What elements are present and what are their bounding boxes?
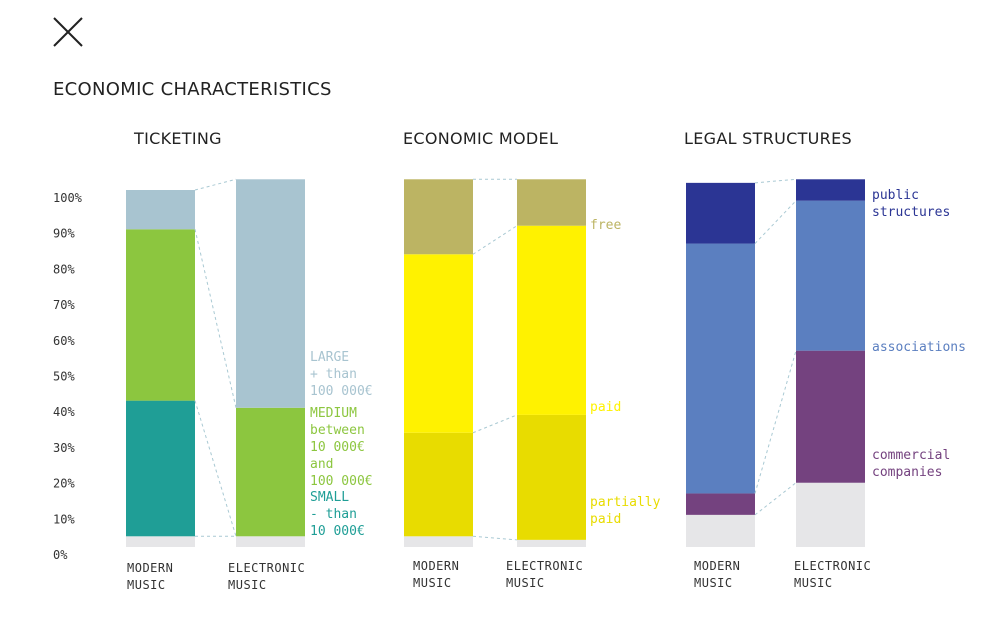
bar-segment-public xyxy=(686,182,755,244)
bar-segment-paid xyxy=(404,254,473,433)
bar-segment-medium xyxy=(236,407,305,537)
series-label-partially_paid: partially xyxy=(590,495,661,510)
category-label: MODERN xyxy=(413,559,459,573)
category-label: ELECTRONIC xyxy=(506,559,583,573)
series-label-large: LARGE xyxy=(310,350,349,365)
series-label-paid: paid xyxy=(590,400,621,415)
connector-line xyxy=(754,350,797,494)
bar-segment-large xyxy=(126,190,195,230)
y-tick-label: 60% xyxy=(53,334,75,348)
chart-title-ticketing: TICKETING xyxy=(134,129,222,148)
y-tick-label: 10% xyxy=(53,512,75,526)
y-tick-label: 40% xyxy=(53,405,75,419)
bar-segment-paid xyxy=(517,225,586,415)
y-tick-label: 50% xyxy=(53,370,75,384)
bar-segment-medium xyxy=(126,229,195,401)
series-label-small: - than xyxy=(310,507,357,522)
y-tick-label: 90% xyxy=(53,227,75,241)
series-label-associations: associations xyxy=(872,340,966,355)
series-label-large: + than xyxy=(310,367,357,382)
series-label-public: public xyxy=(872,188,919,203)
series-label-public: structures xyxy=(872,205,950,220)
bar-segment-residual xyxy=(404,536,473,547)
connector-line xyxy=(754,178,797,184)
category-label: MODERN xyxy=(127,561,173,575)
bar-segment-public xyxy=(796,179,865,201)
y-tick-label: 20% xyxy=(53,477,75,491)
series-label-medium: MEDIUM xyxy=(310,406,357,421)
bar-segment-large xyxy=(236,179,305,408)
bar-segment-residual xyxy=(796,482,865,547)
connector-line xyxy=(194,229,237,408)
series-label-commercial: companies xyxy=(872,465,942,480)
category-label: ELECTRONIC xyxy=(794,559,871,573)
chart-title-legal-structures: LEGAL STRUCTURES xyxy=(684,129,852,148)
series-label-medium: between xyxy=(310,423,365,438)
bar-segment-free xyxy=(404,179,473,255)
bar-segment-associations xyxy=(796,200,865,351)
series-label-medium: 10 000€ xyxy=(310,440,365,455)
connector-line xyxy=(472,414,518,434)
connector-line xyxy=(472,225,518,255)
connector-line xyxy=(754,482,797,516)
bar-segment-associations xyxy=(686,243,755,494)
category-label: MUSIC xyxy=(228,578,267,592)
bar-segment-residual xyxy=(686,514,755,547)
close-icon[interactable] xyxy=(50,14,86,50)
connector-line xyxy=(472,535,518,541)
bar-segment-partially_paid xyxy=(517,414,586,540)
bar-segment-commercial xyxy=(686,493,755,515)
bar-segment-residual xyxy=(236,536,305,547)
series-label-medium: 100 000€ xyxy=(310,474,373,489)
y-tick-label: 0% xyxy=(53,548,68,562)
series-label-free: free xyxy=(590,218,621,233)
bar-segment-commercial xyxy=(796,350,865,483)
connector-line xyxy=(194,178,237,191)
y-tick-label: 70% xyxy=(53,298,75,312)
bar-segment-partially_paid xyxy=(404,432,473,537)
bar-segment-residual xyxy=(517,539,586,547)
category-label: MUSIC xyxy=(506,576,545,590)
series-label-commercial: commercial xyxy=(872,448,950,463)
bar-segment-free xyxy=(517,179,586,226)
page-title: ECONOMIC CHARACTERISTICS xyxy=(53,79,332,100)
chart-title-economic-model: ECONOMIC MODEL xyxy=(403,129,559,148)
series-label-small: SMALL xyxy=(310,490,349,505)
series-label-partially_paid: paid xyxy=(590,512,621,527)
category-label: MUSIC xyxy=(794,576,833,590)
category-label: MODERN xyxy=(694,559,740,573)
series-label-small: 10 000€ xyxy=(310,524,365,539)
y-tick-label: 80% xyxy=(53,262,75,276)
category-label: MUSIC xyxy=(413,576,452,590)
category-label: MUSIC xyxy=(694,576,733,590)
series-label-large: 100 000€ xyxy=(310,384,373,399)
bar-segment-residual xyxy=(126,536,195,547)
bar-segment-small xyxy=(126,400,195,537)
series-label-medium: and xyxy=(310,457,333,472)
y-tick-label: 100% xyxy=(53,191,83,205)
connector-line xyxy=(194,400,237,537)
connector-line xyxy=(754,200,797,244)
category-label: ELECTRONIC xyxy=(228,561,305,575)
category-label: MUSIC xyxy=(127,578,166,592)
y-tick-label: 30% xyxy=(53,441,75,455)
